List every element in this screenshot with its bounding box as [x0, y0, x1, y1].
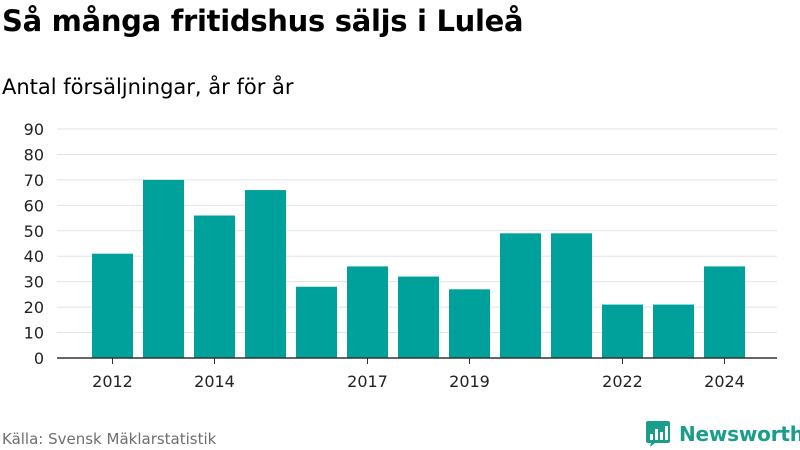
newsworthy-brand: Newsworthy [645, 420, 800, 448]
bar-2023 [653, 304, 694, 358]
y-tick-label: 40 [24, 247, 44, 266]
bar-2018 [398, 276, 439, 358]
newsworthy-logo-icon [646, 421, 670, 447]
y-axis-tick-labels: 0 10 20 30 40 50 60 70 80 90 [24, 120, 44, 368]
bar-2021 [551, 233, 592, 358]
y-tick-label: 50 [24, 222, 44, 241]
y-tick-label: 90 [24, 120, 44, 139]
bar-2013 [143, 179, 184, 358]
chart-subtitle: Antal försäljningar, år för år [2, 75, 294, 99]
y-tick-label: 80 [24, 145, 44, 164]
chart-title: Så många fritidshus säljs i Luleå [2, 4, 524, 38]
x-tick-label: 2019 [449, 372, 490, 391]
bar-2024 [704, 266, 745, 358]
x-tick-label: 2014 [194, 372, 235, 391]
bars [92, 179, 745, 358]
brand-name: Newsworthy [679, 422, 800, 446]
y-tick-label: 0 [34, 349, 44, 368]
bar-2014 [194, 215, 235, 358]
bar-2019 [449, 289, 490, 358]
bar-2015 [245, 190, 286, 358]
source-note: Källa: Svensk Mäklarstatistik [2, 430, 217, 448]
y-tick-label: 20 [24, 298, 44, 317]
bar-2022 [602, 304, 643, 358]
x-tick-label: 2024 [704, 372, 745, 391]
bar-2012 [92, 253, 133, 358]
x-tick-label: 2022 [602, 372, 643, 391]
y-tick-label: 60 [24, 196, 44, 215]
x-tick-label: 2012 [92, 372, 133, 391]
y-tick-label: 70 [24, 171, 44, 190]
x-axis-ticks: 2012 2014 2017 2019 2022 2024 [92, 358, 745, 391]
bar-2016 [296, 286, 337, 358]
y-tick-label: 10 [24, 324, 44, 343]
bar-2020 [500, 233, 541, 358]
y-tick-label: 30 [24, 273, 44, 292]
x-tick-label: 2017 [347, 372, 388, 391]
bar-2017 [347, 266, 388, 358]
